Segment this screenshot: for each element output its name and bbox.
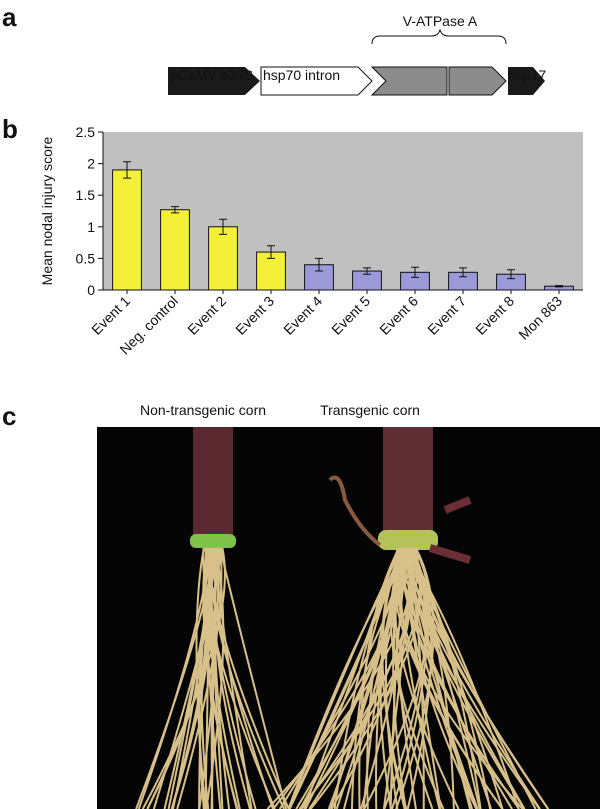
x-tick-label: Event 2: [184, 293, 229, 338]
intron-box: [260, 66, 373, 96]
x-tick-label: Event 5: [328, 293, 373, 338]
bar-chart: 0 0.5 1 1.5 2 2.5 Mean nodal injury score Event…: [39, 124, 583, 357]
photo-label: Transgenic corn: [320, 402, 420, 418]
gene-part: [448, 66, 507, 96]
bracket: [371, 28, 507, 45]
bar: [256, 251, 286, 291]
root: [299, 547, 416, 809]
root: [170, 547, 213, 809]
root: [167, 547, 218, 809]
root: [219, 547, 288, 809]
bar: [112, 169, 142, 291]
y-tick-label: 2: [87, 156, 95, 172]
node: [190, 534, 236, 548]
roots: [135, 547, 550, 809]
root: [176, 547, 223, 809]
label: V-ATPase A: [403, 13, 478, 29]
root: [200, 547, 220, 809]
root: [384, 547, 409, 809]
error-bar: [555, 285, 563, 288]
node: [378, 530, 438, 550]
y-tick-label: 1.5: [76, 187, 96, 203]
root: [363, 547, 431, 809]
root: [135, 547, 216, 809]
root: [395, 547, 435, 809]
stem: [193, 427, 233, 542]
x-tick-label: Event 1: [88, 293, 133, 338]
error-bar: [459, 267, 467, 278]
brace-root: [428, 496, 472, 564]
error-bar: [507, 269, 515, 280]
y-axis-label: Mean nodal injury score: [39, 136, 55, 285]
root: [213, 547, 251, 809]
bar: [160, 209, 190, 291]
error-bar: [267, 245, 275, 259]
panel-label: c: [2, 401, 16, 431]
y-tick-label: 0: [87, 282, 95, 298]
construct: pCaMV e35S hsp70 intron V-ATPase A hsp17: [168, 13, 546, 96]
x-tick-label: Event 6: [376, 293, 421, 338]
root: [333, 547, 406, 809]
error-bar: [171, 206, 179, 214]
x-tick-label: Event 4: [280, 293, 325, 338]
root: [358, 547, 401, 809]
label: hsp17: [508, 67, 546, 83]
root: [343, 547, 406, 809]
panel-label: a: [2, 2, 17, 32]
photo-label: Non-transgenic corn: [140, 402, 266, 418]
label: hsp70 intron: [263, 67, 340, 83]
error-bar: [411, 266, 419, 278]
root: [406, 547, 482, 809]
root: [398, 547, 442, 809]
y-tick-label: 0.5: [76, 250, 96, 266]
x-tick-label: Event 7: [424, 293, 469, 338]
error-bar: [315, 257, 323, 272]
x-tick-label: Event 8: [472, 293, 517, 338]
photo: [97, 427, 600, 809]
promoter-arrow: [168, 67, 260, 95]
root: [405, 547, 537, 809]
root: [304, 547, 418, 809]
terminator-arrow: [508, 67, 545, 95]
root: [137, 547, 212, 809]
panel-label: b: [2, 114, 18, 144]
root: [205, 547, 225, 809]
bar: [208, 226, 238, 291]
root: [213, 547, 253, 809]
root: [202, 547, 276, 809]
x-tick-label: Mon 863: [515, 293, 565, 343]
gene-part: [370, 66, 448, 96]
error-bar: [219, 218, 227, 235]
root: [198, 547, 224, 809]
error-bar: [123, 161, 131, 179]
error-bar: [363, 267, 371, 275]
stem: [383, 427, 433, 542]
y-tick-label: 1: [87, 219, 95, 235]
label: pCaMV e35S: [170, 67, 253, 83]
y-tick-label: 2.5: [76, 124, 96, 140]
brace-root: [328, 475, 382, 547]
x-tick-label: Event 3: [232, 293, 277, 338]
